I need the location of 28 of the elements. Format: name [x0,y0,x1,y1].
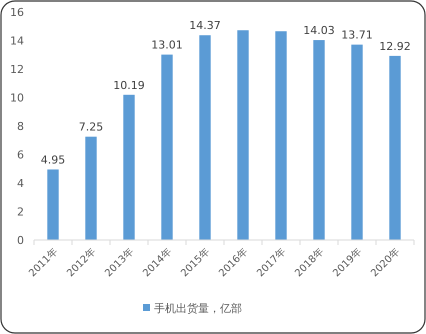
data-label: 7.25 [78,120,104,134]
bar [351,44,363,240]
data-label: 4.95 [40,153,66,166]
y-tick-label: 4 [17,177,24,190]
data-label: 14.37 [189,19,221,32]
y-tick-label: 12 [10,63,24,76]
bar [47,169,59,240]
data-label: 13.01 [151,38,183,52]
bar [123,94,135,240]
y-tick-label: 10 [10,92,24,104]
bar [199,35,211,240]
legend: 手机出货量，亿部 [143,302,242,315]
y-tick-label: 2 [17,206,24,218]
bar [161,54,173,240]
data-label: 14.03 [303,24,335,38]
bar [85,136,97,240]
bar [275,31,287,240]
y-tick-label: 8 [17,120,24,133]
y-tick-label: 14 [10,34,24,48]
bar [313,40,325,240]
data-label: 13.71 [341,28,373,42]
bar [389,56,401,240]
bar [237,30,249,240]
y-tick-label: 16 [10,6,24,19]
data-label: 10.19 [113,78,145,92]
data-label: 12.92 [379,40,411,53]
y-tick-label: 0 [17,234,24,247]
y-tick-label: 6 [17,148,24,162]
